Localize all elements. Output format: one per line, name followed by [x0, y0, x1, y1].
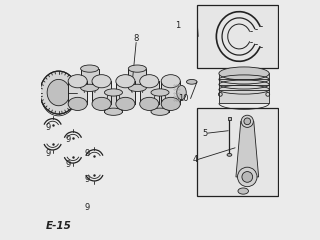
Ellipse shape [187, 79, 197, 84]
Ellipse shape [116, 75, 135, 88]
Ellipse shape [104, 108, 123, 115]
Text: 9: 9 [66, 160, 71, 169]
Text: 8: 8 [133, 34, 139, 43]
Ellipse shape [47, 79, 70, 106]
Circle shape [241, 115, 253, 127]
Ellipse shape [161, 75, 180, 88]
Polygon shape [236, 121, 259, 177]
Ellipse shape [81, 65, 99, 72]
Text: 1: 1 [175, 21, 181, 30]
Bar [228, 117, 231, 120]
Bar [81, 69, 99, 88]
Text: 9: 9 [66, 135, 71, 144]
Ellipse shape [140, 75, 159, 88]
Bar [161, 81, 180, 104]
Bar [197, 6, 278, 67]
Bar [128, 69, 146, 88]
Bar [197, 108, 278, 196]
Ellipse shape [68, 97, 87, 110]
Ellipse shape [140, 97, 159, 110]
Ellipse shape [238, 188, 248, 194]
Bar [219, 73, 269, 103]
Ellipse shape [151, 89, 169, 96]
Ellipse shape [219, 67, 269, 80]
Bar [151, 92, 169, 112]
Text: 5: 5 [203, 129, 208, 138]
Text: 9: 9 [85, 203, 90, 212]
Ellipse shape [40, 71, 77, 114]
Bar [140, 81, 159, 104]
Circle shape [242, 172, 252, 182]
Bar [104, 92, 123, 112]
Ellipse shape [116, 97, 135, 110]
Bar [68, 81, 87, 104]
Bar [116, 81, 135, 104]
Ellipse shape [92, 75, 111, 88]
Text: 10: 10 [178, 94, 188, 103]
Ellipse shape [177, 85, 186, 100]
Circle shape [244, 118, 251, 125]
Text: 9: 9 [85, 149, 90, 158]
Text: 9: 9 [85, 175, 90, 184]
Ellipse shape [128, 84, 146, 91]
Ellipse shape [128, 65, 146, 72]
Bar [92, 81, 111, 104]
Ellipse shape [151, 108, 169, 115]
Ellipse shape [81, 84, 99, 91]
Text: 9: 9 [45, 149, 51, 158]
Text: 4: 4 [193, 155, 198, 164]
Circle shape [237, 167, 257, 187]
Ellipse shape [161, 97, 180, 110]
Text: 9: 9 [45, 123, 51, 132]
Ellipse shape [104, 89, 123, 96]
Ellipse shape [68, 75, 87, 88]
Text: E-15: E-15 [45, 221, 71, 231]
Ellipse shape [227, 153, 232, 156]
Ellipse shape [92, 97, 111, 110]
